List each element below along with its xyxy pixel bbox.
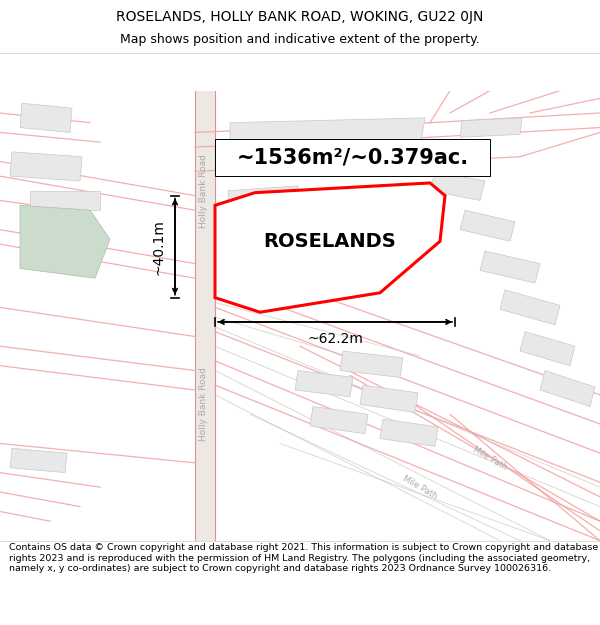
Text: Mile Path: Mile Path xyxy=(471,444,509,471)
Polygon shape xyxy=(215,183,445,312)
Polygon shape xyxy=(480,251,540,283)
Text: Mile Path: Mile Path xyxy=(401,474,439,501)
Text: ROSELANDS, HOLLY BANK ROAD, WOKING, GU22 0JN: ROSELANDS, HOLLY BANK ROAD, WOKING, GU22… xyxy=(116,10,484,24)
Text: Holly Bank Road: Holly Bank Road xyxy=(199,368,209,441)
Polygon shape xyxy=(310,406,368,434)
Text: ~40.1m: ~40.1m xyxy=(152,219,166,274)
Polygon shape xyxy=(10,152,82,181)
Polygon shape xyxy=(360,385,418,412)
Polygon shape xyxy=(295,371,353,397)
Polygon shape xyxy=(250,239,286,256)
Polygon shape xyxy=(20,205,110,278)
Polygon shape xyxy=(230,118,425,152)
Polygon shape xyxy=(248,269,281,285)
Polygon shape xyxy=(520,332,575,366)
Polygon shape xyxy=(500,290,560,325)
Polygon shape xyxy=(430,171,485,201)
Polygon shape xyxy=(380,419,438,446)
Text: ROSELANDS: ROSELANDS xyxy=(263,232,397,251)
Polygon shape xyxy=(228,186,300,239)
Text: ~1536m²/~0.379ac.: ~1536m²/~0.379ac. xyxy=(236,148,469,168)
FancyBboxPatch shape xyxy=(215,139,490,176)
Text: ~62.2m: ~62.2m xyxy=(307,332,363,346)
Text: Map shows position and indicative extent of the property.: Map shows position and indicative extent… xyxy=(120,33,480,46)
Polygon shape xyxy=(340,351,403,378)
Polygon shape xyxy=(10,448,67,472)
Polygon shape xyxy=(195,91,215,541)
Polygon shape xyxy=(460,210,515,241)
Polygon shape xyxy=(30,191,100,210)
Polygon shape xyxy=(540,371,595,406)
Polygon shape xyxy=(460,118,522,138)
Polygon shape xyxy=(20,103,72,132)
Text: Holly Bank Road: Holly Bank Road xyxy=(199,154,209,228)
Text: Contains OS data © Crown copyright and database right 2021. This information is : Contains OS data © Crown copyright and d… xyxy=(9,543,598,573)
